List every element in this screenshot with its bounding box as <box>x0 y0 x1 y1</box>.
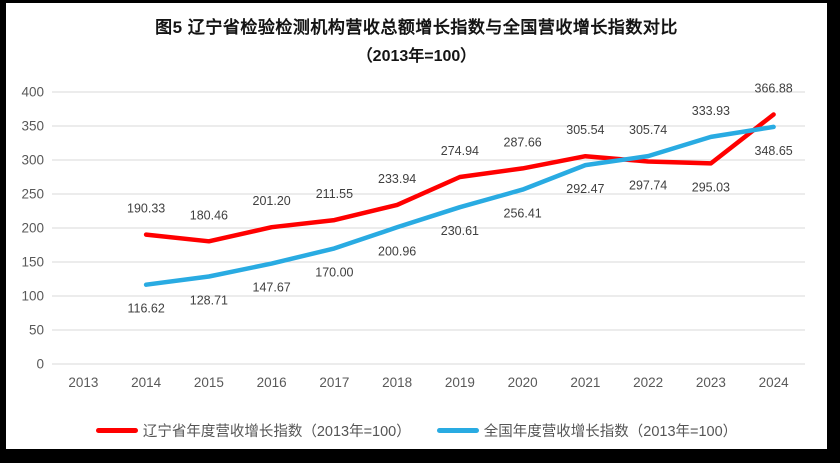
data-label-national: 230.61 <box>441 224 479 238</box>
legend-label: 全国年度营收增长指数（2013年=100） <box>483 423 738 440</box>
legend-item-liaoning: 辽宁省年度营收增长指数（2013年=100） <box>95 420 411 441</box>
y-axis-tick-label: 300 <box>21 153 44 168</box>
data-label-liaoning: 305.54 <box>566 123 604 137</box>
x-axis-tick-label: 2018 <box>382 375 412 390</box>
data-label-liaoning: 295.03 <box>692 180 730 194</box>
y-axis-tick-label: 350 <box>21 119 44 134</box>
x-axis-tick-label: 2021 <box>570 375 600 390</box>
data-label-liaoning: 297.74 <box>629 179 667 193</box>
legend-item-national: 全国年度营收增长指数（2013年=100） <box>436 420 738 441</box>
data-label-liaoning: 201.20 <box>253 194 291 208</box>
data-label-liaoning: 274.94 <box>441 144 479 158</box>
data-label-national: 116.62 <box>127 302 164 316</box>
y-axis-tick-label: 200 <box>21 221 44 236</box>
legend-label: 辽宁省年度营收增长指数（2013年=100） <box>142 423 411 440</box>
y-axis-tick-label: 250 <box>21 187 44 202</box>
legend-line-swatch-blue <box>436 427 479 433</box>
x-axis-tick-label: 2016 <box>257 375 287 390</box>
chart-title-line2: （2013年=100） <box>356 48 477 65</box>
x-axis-tick-label: 2022 <box>633 375 663 390</box>
data-label-liaoning: 366.88 <box>755 82 793 96</box>
x-axis-tick-label: 2019 <box>445 375 475 390</box>
data-label-liaoning: 180.46 <box>190 208 228 222</box>
data-label-liaoning: 233.94 <box>378 172 416 186</box>
data-label-liaoning: 190.33 <box>127 202 165 216</box>
data-label-national: 333.93 <box>692 104 730 118</box>
chart-title: 图5 辽宁省检验检测机构营收总额增长指数与全国营收增长指数对比 （2013年=1… <box>6 13 827 66</box>
x-axis-tick-label: 2023 <box>696 375 726 390</box>
x-axis-tick-label: 2015 <box>194 375 224 390</box>
data-label-national: 128.71 <box>190 293 228 307</box>
y-axis-tick-label: 150 <box>21 255 44 270</box>
x-axis-tick-label: 2020 <box>508 375 538 390</box>
data-label-national: 292.47 <box>566 182 604 196</box>
x-axis-tick-label: 2013 <box>68 375 98 390</box>
data-label-national: 170.00 <box>315 265 353 279</box>
y-axis-tick-label: 0 <box>36 357 44 372</box>
data-label-national: 147.67 <box>253 281 291 295</box>
x-axis-tick-label: 2014 <box>131 375 162 390</box>
y-axis-tick-label: 100 <box>21 289 44 304</box>
data-label-liaoning: 287.66 <box>504 135 542 149</box>
chart-title-line1: 图5 辽宁省检验检测机构营收总额增长指数与全国营收增长指数对比 <box>155 18 678 37</box>
plot-area: 0 50 100 150 200 250 300 350 400 2013 2014 2015 2016… <box>21 82 805 390</box>
y-axis-tick-label: 50 <box>29 323 44 338</box>
chart-canvas: 图5 辽宁省检验检测机构营收总额增长指数与全国营收增长指数对比 （2013年=1… <box>6 3 827 449</box>
data-label-liaoning: 211.55 <box>316 187 353 201</box>
data-label-national: 305.74 <box>629 123 667 137</box>
legend: 辽宁省年度营收增长指数（2013年=100） 全国年度营收增长指数（2013年=… <box>6 420 827 440</box>
series-line-national <box>143 124 776 287</box>
x-axis-tick-label: 2017 <box>319 375 349 390</box>
legend-line-swatch-red <box>95 427 138 433</box>
data-label-national: 256.41 <box>504 207 542 221</box>
y-axis-tick-label: 400 <box>21 85 44 100</box>
series-line-liaoning <box>143 112 776 244</box>
x-axis-tick-label: 2024 <box>759 375 790 390</box>
data-label-national: 348.65 <box>755 144 793 158</box>
data-label-national: 200.96 <box>378 244 416 258</box>
